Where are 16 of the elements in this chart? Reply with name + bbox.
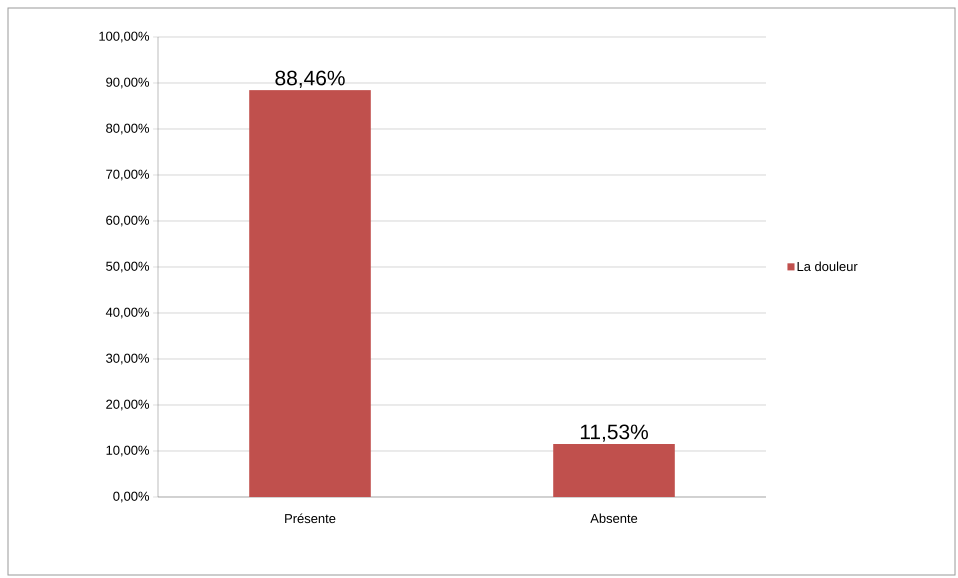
y-tick-label: 0,00% (113, 492, 150, 502)
y-tick-label: 80,00% (106, 124, 150, 134)
y-tick-label: 70,00% (106, 170, 150, 180)
y-tick-label: 40,00% (106, 308, 150, 318)
y-tick-label: 50,00% (106, 262, 150, 272)
x-tick-label: Absente (590, 513, 638, 523)
data-label: 11,53% (580, 424, 648, 442)
x-tick-label: Présente (285, 513, 336, 524)
y-tick-label: 90,00% (106, 78, 150, 88)
y-tick-label: 60,00% (106, 216, 150, 226)
y-tick-label: 100,00% (99, 32, 150, 42)
data-label: 88,46% (275, 70, 345, 88)
y-tick-label: 30,00% (106, 354, 150, 364)
y-tick-label: 20,00% (106, 400, 150, 410)
y-tick-label: 10,00% (106, 446, 150, 456)
legend-label: La douleur (798, 262, 858, 272)
